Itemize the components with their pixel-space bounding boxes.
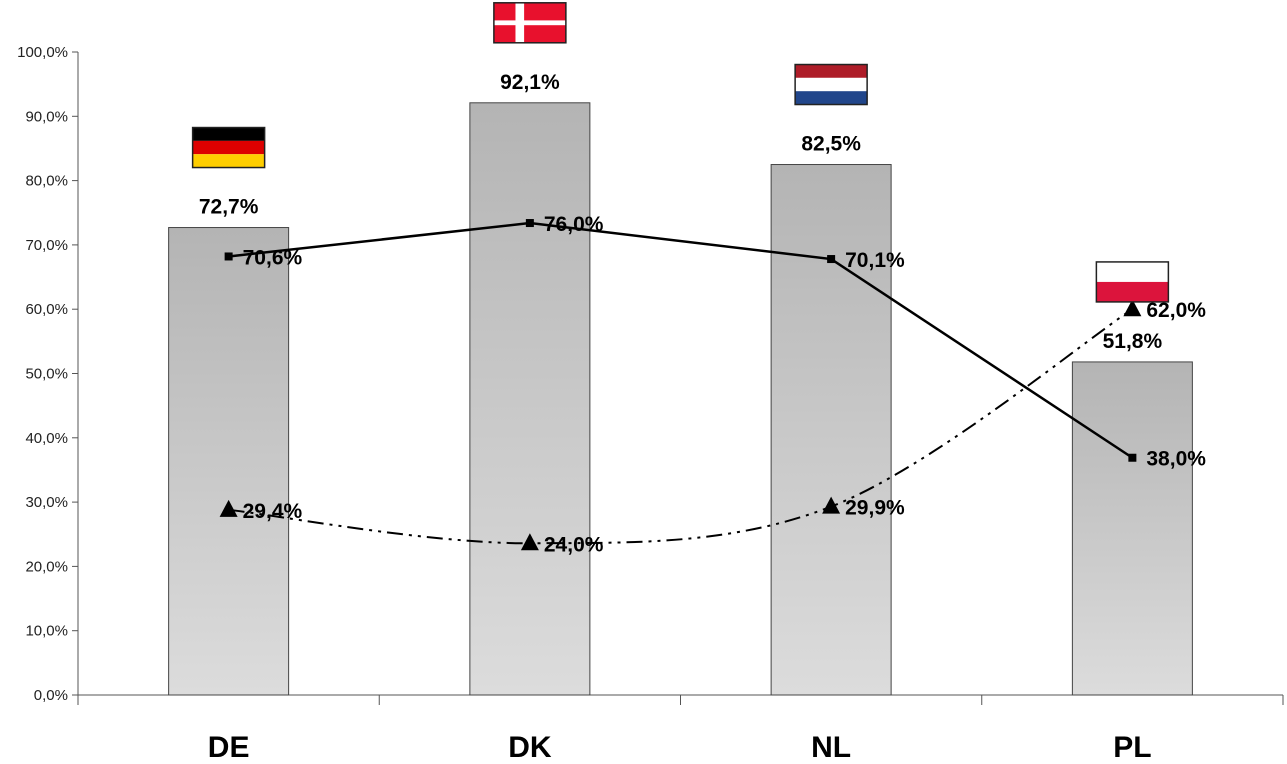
line-series (219, 219, 1142, 551)
line-value-label: 24,0% (544, 533, 604, 556)
x-tick-label: NL (811, 731, 851, 764)
bar (770, 164, 892, 696)
flag-stripe (795, 91, 868, 105)
flag-border (794, 63, 868, 106)
x-tick-label: PL (1113, 731, 1151, 764)
flags (191, 2, 1170, 303)
bar-value-label: 92,1% (500, 71, 560, 94)
triangle-marker (822, 496, 841, 514)
line-value-label: 29,9% (845, 497, 905, 520)
flag-stripe (795, 77, 868, 92)
flag-stripe (1096, 281, 1169, 302)
data-labels: 72,7% 92,1% 82,5% 51,8% 70,6% 76,0% 70,1% 38,0%… (199, 71, 1206, 556)
flag-stripe (192, 154, 265, 168)
square-marker (224, 252, 233, 261)
line-value-label: 70,6% (243, 246, 303, 269)
square-marker (1128, 453, 1137, 462)
y-tick-label: 40,0% (25, 430, 68, 447)
denmark-flag (493, 2, 567, 44)
triangle-marker (219, 499, 238, 517)
flag-stripe (192, 140, 265, 155)
bar-value-label: 51,8% (1103, 330, 1163, 353)
solid-line (228, 221, 1134, 459)
flag-stripe (192, 127, 265, 141)
bar-value-label: 82,5% (801, 133, 861, 156)
bar-value-label: 72,7% (199, 196, 259, 219)
line-value-label: 38,0% (1146, 448, 1206, 471)
flag-border (191, 126, 266, 169)
y-tick-label: 50,0% (25, 366, 68, 383)
y-tick-label: 100,0% (17, 44, 68, 61)
y-tick-label: 20,0% (25, 558, 68, 575)
line-value-label: 70,1% (845, 249, 905, 272)
flag-stripe (1096, 261, 1169, 282)
triangle-marker (520, 533, 539, 551)
bar (469, 102, 591, 696)
line-value-label: 76,0% (544, 213, 604, 236)
triangle-marker (1123, 299, 1142, 317)
y-tick-label: 60,0% (25, 301, 68, 318)
flag-stripe (795, 64, 868, 78)
flag-cross-horizontal (493, 20, 566, 26)
netherlands-flag (794, 63, 868, 106)
axes: 0,0% 10,0% 20,0% 30,0% 40,0% 50,0% 60,0% 70,0% 8… (17, 44, 1284, 764)
flag-border (1095, 261, 1170, 303)
flag-border (493, 2, 567, 44)
y-tick-label: 70,0% (25, 237, 68, 254)
line-value-label: 62,0% (1146, 299, 1206, 322)
x-tick-label: DK (508, 731, 552, 764)
y-tick-label: 10,0% (25, 623, 68, 640)
x-tick-label: DE (208, 731, 250, 764)
bar (168, 227, 290, 696)
line-value-label: 29,4% (243, 500, 303, 523)
bar (1071, 361, 1193, 696)
square-marker (827, 255, 836, 264)
y-tick-label: 80,0% (25, 173, 68, 190)
dashdot-line (228, 308, 1133, 545)
y-tick-label: 0,0% (34, 687, 68, 704)
germany-flag (191, 126, 266, 169)
y-tick-label: 30,0% (25, 494, 68, 511)
square-marker (525, 219, 534, 228)
bar-series (168, 102, 1193, 696)
y-tick-label: 90,0% (25, 108, 68, 125)
poland-flag (1095, 261, 1170, 303)
